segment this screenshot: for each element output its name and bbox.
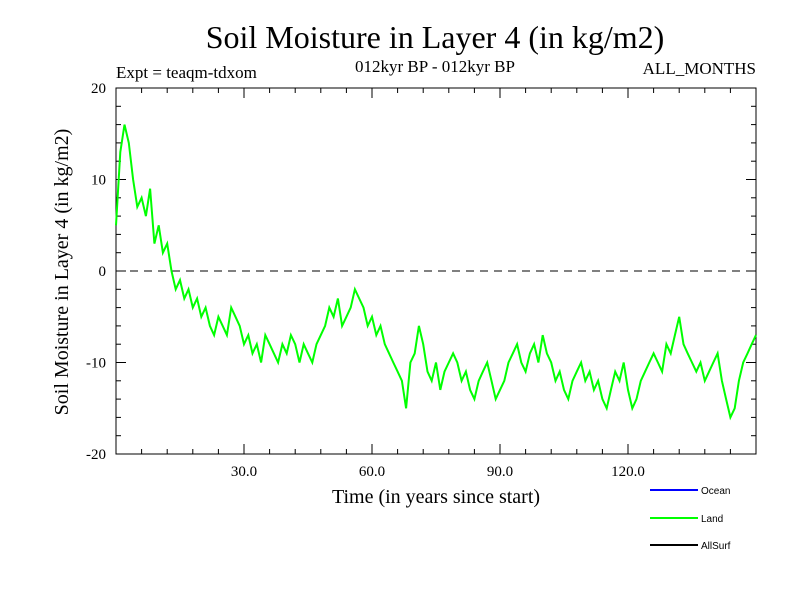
legend: Ocean Land AllSurf: [650, 486, 731, 552]
legend-land-label: Land: [701, 514, 723, 525]
axis-ticks: [115, 87, 757, 455]
y-tick-label: -20: [86, 447, 106, 463]
x-tick-label: 120.0: [611, 464, 645, 480]
legend-allsurf-label: AllSurf: [701, 541, 731, 552]
legend-ocean-label: Ocean: [701, 486, 730, 497]
y-tick-label: -10: [86, 356, 106, 372]
y-tick-labels: -20 -10 0 10 20: [86, 81, 106, 463]
y-tick-label: 0: [99, 264, 107, 280]
x-tick-label: 90.0: [487, 464, 513, 480]
series-land-line: [115, 124, 757, 421]
plot-frame: [115, 87, 757, 455]
x-tick-label: 30.0: [231, 464, 257, 480]
x-axis-label: Time (in years since start): [332, 486, 540, 508]
chart-title: Soil Moisture in Layer 4 (in kg/m2): [206, 19, 665, 55]
x-tick-labels: 30.0 60.0 90.0 120.0: [231, 464, 645, 480]
months-label: ALL_MONTHS: [643, 59, 756, 78]
experiment-label: Expt = teaqm-tdxom: [116, 63, 257, 82]
period-label: 012kyr BP - 012kyr BP: [355, 57, 515, 76]
x-tick-label: 60.0: [359, 464, 385, 480]
y-tick-label: 10: [91, 173, 106, 189]
y-axis-label: Soil Moisture in Layer 4 (in kg/m2): [51, 129, 73, 416]
y-tick-label: 20: [91, 81, 106, 97]
